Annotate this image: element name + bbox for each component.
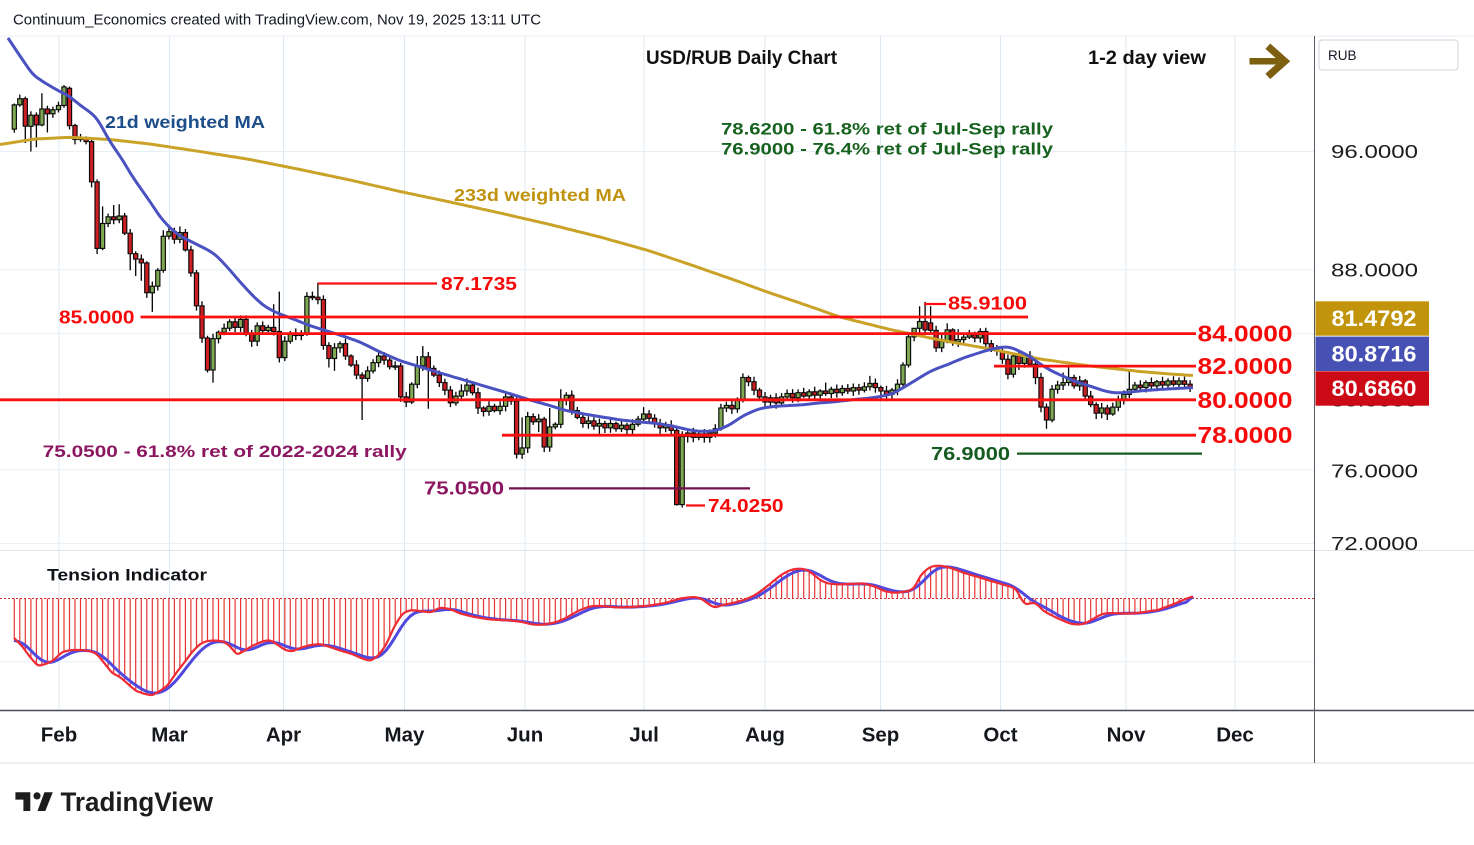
svg-text:RUB: RUB [1328, 48, 1357, 63]
svg-text:USD/RUB Daily Chart: USD/RUB Daily Chart [646, 48, 838, 69]
svg-text:Apr: Apr [266, 724, 301, 747]
svg-text:80.6860: 80.6860 [1332, 376, 1417, 401]
svg-text:Tension Indicator: Tension Indicator [47, 566, 207, 585]
svg-text:Mar: Mar [151, 724, 187, 747]
svg-text:21d weighted MA: 21d weighted MA [105, 112, 265, 132]
svg-text:72.0000: 72.0000 [1331, 533, 1418, 554]
svg-text:85.9100: 85.9100 [948, 293, 1027, 314]
svg-text:Oct: Oct [983, 724, 1017, 747]
svg-text:Jul: Jul [629, 724, 659, 747]
svg-text:85.0000: 85.0000 [59, 307, 135, 328]
svg-text:Dec: Dec [1216, 724, 1254, 747]
svg-text:May: May [385, 724, 425, 747]
svg-text:80.8716: 80.8716 [1332, 342, 1417, 367]
svg-text:75.0500 - 61.8% ret of 2022-20: 75.0500 - 61.8% ret of 2022-2024 rally [43, 442, 408, 461]
svg-text:233d weighted MA: 233d weighted MA [454, 185, 626, 205]
svg-text:87.1735: 87.1735 [441, 273, 517, 294]
svg-text:74.0250: 74.0250 [708, 495, 784, 516]
svg-text:78.6200 - 61.8% ret of Jul-Sep: 78.6200 - 61.8% ret of Jul-Sep rally [721, 119, 1054, 138]
svg-text:76.9000 - 76.4% ret of Jul-Sep: 76.9000 - 76.4% ret of Jul-Sep rally [721, 139, 1054, 158]
svg-text:75.0500: 75.0500 [424, 478, 504, 499]
svg-text:Jun: Jun [507, 724, 543, 747]
svg-text:Aug: Aug [745, 724, 785, 747]
svg-text:84.0000: 84.0000 [1198, 321, 1293, 347]
svg-text:81.4792: 81.4792 [1332, 306, 1417, 331]
svg-text:Continuum_Economics created wi: Continuum_Economics created with Trading… [13, 13, 541, 29]
svg-text:76.0000: 76.0000 [1331, 461, 1418, 482]
svg-text:Sep: Sep [862, 724, 900, 747]
svg-text:1-2 day view: 1-2 day view [1088, 48, 1206, 69]
svg-text:TradingView: TradingView [61, 787, 214, 817]
svg-text:80.0000: 80.0000 [1198, 387, 1293, 413]
svg-text:82.0000: 82.0000 [1198, 353, 1293, 379]
svg-text:88.0000: 88.0000 [1331, 259, 1418, 280]
svg-text:76.9000: 76.9000 [931, 443, 1010, 464]
svg-text:96.0000: 96.0000 [1331, 141, 1418, 162]
svg-text:78.0000: 78.0000 [1198, 422, 1293, 448]
svg-text:Feb: Feb [41, 724, 77, 747]
svg-text:Nov: Nov [1107, 724, 1146, 747]
